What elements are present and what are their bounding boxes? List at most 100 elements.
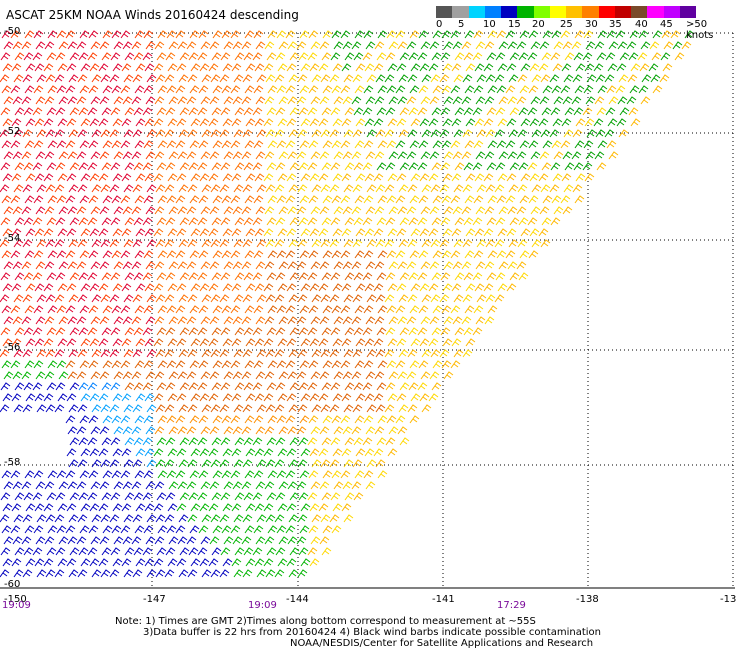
wind-barb	[78, 162, 89, 171]
wind-barb	[90, 261, 101, 270]
wind-barb	[606, 140, 617, 149]
wind-barb	[572, 184, 583, 193]
wind-barb	[429, 371, 440, 380]
wind-barb	[143, 525, 154, 534]
wind-barb	[582, 52, 593, 61]
wind-barb	[231, 283, 242, 292]
wind-barb	[32, 382, 43, 391]
wind-barb	[311, 349, 322, 358]
wind-barb	[307, 162, 318, 171]
wind-barb	[285, 305, 296, 314]
wind-barb	[36, 184, 47, 193]
wind-barb	[44, 536, 55, 545]
wind-barb	[123, 294, 134, 303]
wind-barb	[98, 338, 109, 347]
wind-barb	[212, 470, 223, 479]
wind-barb	[45, 239, 56, 248]
wind-barb	[242, 294, 253, 303]
wind-barb	[80, 393, 91, 402]
wind-barb	[54, 294, 65, 303]
wind-barb	[120, 250, 131, 259]
wind-barb	[550, 162, 561, 171]
wind-barb	[363, 305, 374, 314]
wind-barb	[387, 228, 398, 237]
wind-barb	[113, 536, 124, 545]
wind-barb	[432, 140, 443, 149]
wind-barb	[12, 481, 23, 490]
wind-barb	[310, 481, 321, 490]
wind-barb	[230, 195, 241, 204]
wind-barb	[340, 85, 351, 94]
wind-barb	[2, 503, 13, 512]
wind-barb	[2, 558, 13, 567]
wind-barb	[124, 217, 135, 226]
wind-barb	[322, 85, 333, 94]
wind-barb	[111, 195, 122, 204]
wind-barb	[201, 514, 212, 523]
wind-barb	[154, 261, 165, 270]
wind-barb	[453, 239, 464, 248]
wind-barb	[385, 107, 396, 116]
wind-barb	[10, 360, 21, 369]
wind-barb	[210, 514, 221, 523]
wind-barb	[241, 371, 252, 380]
wind-barb	[278, 151, 289, 160]
wind-barb	[145, 96, 156, 105]
wind-barb	[32, 272, 43, 281]
wind-barb	[123, 129, 134, 138]
wind-barb	[387, 338, 398, 347]
wind-barb	[55, 217, 66, 226]
wind-barb	[156, 327, 167, 336]
wind-barb	[454, 52, 465, 61]
wind-barb	[264, 206, 275, 215]
wind-barb	[157, 415, 168, 424]
wind-barb	[353, 382, 364, 391]
wind-barb	[111, 85, 122, 94]
wind-barb	[32, 547, 43, 556]
wind-barb	[387, 63, 398, 72]
wind-barb	[23, 52, 34, 61]
wind-barb	[76, 316, 87, 325]
wind-barb	[419, 228, 430, 237]
wind-barb	[190, 283, 201, 292]
wind-barb	[330, 217, 341, 226]
wind-barb	[46, 382, 57, 391]
wind-barb	[509, 162, 520, 171]
wind-barb	[439, 239, 450, 248]
wind-barb	[343, 184, 354, 193]
wind-barb	[396, 173, 407, 182]
wind-barb	[124, 382, 135, 391]
wind-barb	[109, 239, 120, 248]
wind-barb	[223, 41, 234, 50]
wind-barb	[24, 195, 35, 204]
wind-barb	[120, 360, 131, 369]
wind-barb	[232, 426, 243, 435]
wind-barb	[296, 206, 307, 215]
wind-barb	[178, 514, 189, 523]
wind-barb	[638, 30, 649, 39]
wind-barb	[364, 338, 375, 347]
wind-barb	[298, 107, 309, 116]
wind-barb	[487, 305, 498, 314]
wind-barb	[255, 536, 266, 545]
wind-barb	[551, 85, 562, 94]
wind-barb	[441, 140, 452, 149]
wind-barb	[144, 118, 155, 127]
wind-barb	[288, 404, 299, 413]
wind-barb	[56, 140, 67, 149]
wind-barb	[366, 294, 377, 303]
wind-barb	[243, 272, 254, 281]
wind-barb	[418, 195, 429, 204]
wind-barb	[398, 294, 409, 303]
wind-barb	[122, 481, 133, 490]
wind-barb	[3, 316, 14, 325]
wind-barb	[165, 272, 176, 281]
wind-barb	[308, 360, 319, 369]
wind-barb	[144, 338, 155, 347]
wind-barb	[234, 52, 245, 61]
wind-barb	[109, 459, 120, 468]
wind-barb	[309, 448, 320, 457]
wind-barb	[509, 52, 520, 61]
wind-barbs-layer	[0, 30, 695, 578]
wind-barb	[508, 74, 519, 83]
